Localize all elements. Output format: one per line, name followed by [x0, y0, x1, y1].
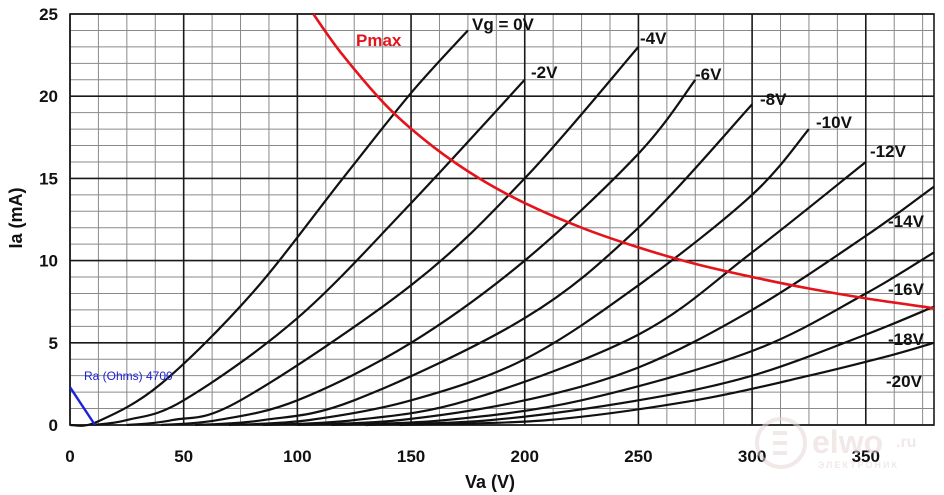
- series-line: [92, 79, 526, 427]
- series-label: -6V: [695, 65, 722, 84]
- watermark-tagline: ЭЛЕКТРОНИК: [818, 460, 899, 470]
- series-label: -16V: [888, 280, 925, 299]
- plot-area: [70, 14, 934, 425]
- series-label: -14V: [888, 212, 925, 231]
- series-label: -20V: [886, 372, 923, 391]
- x-tick-label: 150: [397, 447, 425, 466]
- y-tick-label: 15: [39, 169, 58, 188]
- series-label: -2V: [531, 63, 558, 82]
- series-line: [160, 79, 697, 427]
- y-tick-label: 20: [39, 87, 58, 106]
- x-tick-label: 250: [624, 447, 652, 466]
- series-line: [365, 305, 935, 427]
- pmax-curve: [312, 13, 935, 310]
- series-label: -4V: [640, 29, 667, 48]
- y-tick-label: 10: [39, 252, 58, 271]
- x-tick-label: 350: [852, 447, 880, 466]
- x-tick-label: 0: [65, 447, 74, 466]
- series-label: Vg = 0V: [472, 15, 535, 34]
- x-axis-label: Va (V): [465, 472, 515, 492]
- x-tick-label: 100: [283, 447, 311, 466]
- y-tick-label: 25: [39, 5, 58, 24]
- x-tick-label: 50: [174, 447, 193, 466]
- series-label: -12V: [870, 142, 907, 161]
- series-line: [297, 185, 935, 427]
- plot-frame: [69, 13, 935, 426]
- y-tick-label: 5: [49, 334, 58, 353]
- series-line: [331, 251, 935, 427]
- grid: [69, 13, 935, 426]
- load-line-group: Ra (Ohms) 4700: [68, 369, 173, 426]
- series-label: -10V: [816, 113, 853, 132]
- y-tick-label: 0: [49, 416, 58, 435]
- tube-curves: [69, 29, 935, 427]
- load-line: [68, 386, 97, 426]
- watermark-logo: elwo .ru ЭЛЕКТРОНИК: [755, 417, 916, 470]
- watermark-tld: .ru: [896, 434, 916, 451]
- series-label: -8V: [760, 90, 787, 109]
- series-line: [399, 341, 935, 427]
- x-tick-label: 200: [511, 447, 539, 466]
- series-line: [195, 103, 753, 427]
- series-line: [126, 46, 640, 427]
- pmax-label: Pmax: [356, 31, 402, 50]
- load-line-label: Ra (Ohms) 4700: [84, 369, 173, 383]
- series-line: [229, 128, 810, 427]
- series-line: [263, 161, 867, 427]
- pmax-curve-group: Pmax: [312, 13, 935, 310]
- series-label: -18V: [888, 330, 925, 349]
- series-line: [69, 29, 469, 427]
- series-labels: Vg = 0V -2V -4V -6V -8V -10V -12V -14V -16V -18V -…: [472, 15, 925, 391]
- y-axis-label: Ia (mA): [6, 187, 26, 248]
- watermark-brand: elwo: [812, 424, 883, 460]
